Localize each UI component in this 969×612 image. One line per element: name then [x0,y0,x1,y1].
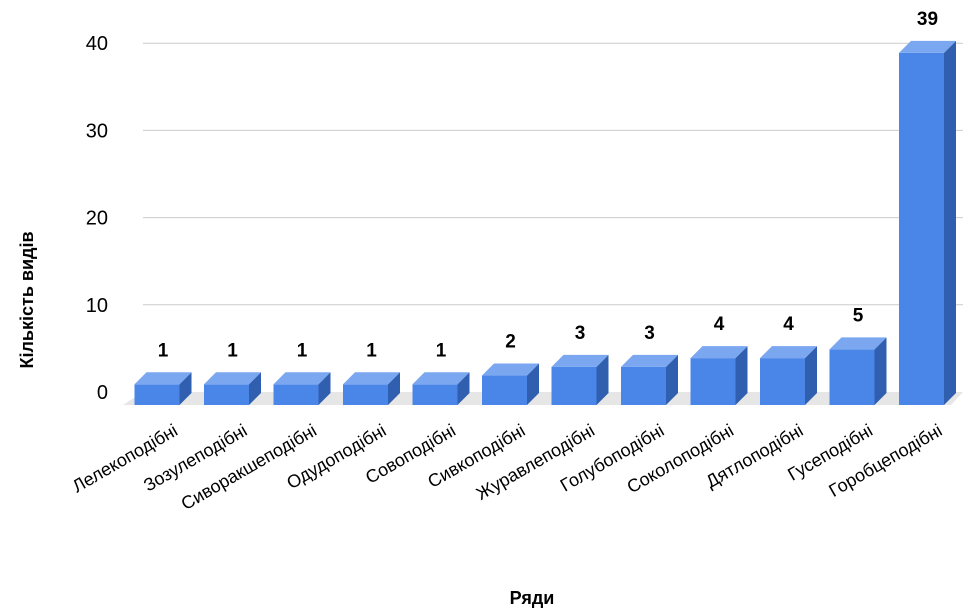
y-tick-label: 30 [86,120,108,142]
data-label: 4 [783,314,794,335]
bar-top [829,337,887,350]
bar-side [735,346,748,405]
data-label: 1 [158,340,169,361]
bar-side [318,372,331,405]
bar-side [666,354,678,405]
bar [134,372,192,405]
bar-top [134,372,192,385]
y-tick-label: 40 [86,33,108,55]
y-axis-title: Кількість видів [17,231,37,368]
y-tick-label: 0 [97,382,108,404]
bar-side [874,337,887,405]
chart-floor [123,392,963,405]
bar-front [412,384,458,405]
data-label: 3 [644,323,655,344]
bar [690,346,748,405]
bar-front [690,358,736,405]
y-tick-label: 10 [86,295,108,317]
y-axis-ticks: 0 10 20 30 40 [86,33,108,404]
bar [621,354,678,405]
bar-front [899,52,944,406]
bar-front [482,375,527,405]
bar-top [551,354,609,367]
bar [273,372,331,405]
y-tick-label: 20 [86,208,108,230]
data-labels: 1 1 1 1 1 2 3 3 4 4 5 39 [158,9,938,361]
bar-side [805,346,817,405]
bar-front [273,384,319,405]
bar-front [829,349,875,405]
bar-side [249,372,261,405]
bar-front [343,384,388,405]
bar-front [760,358,805,405]
bar [760,346,817,405]
grid-layer [143,42,963,306]
x-axis-ticks: ЛелекоподібніЗозулеподібніСиворакшеподіб… [69,420,946,514]
data-label: 4 [714,314,725,335]
bar [412,372,470,405]
bar-side [527,363,539,405]
bar [551,354,609,405]
data-label: 1 [436,340,447,361]
bar-top [899,40,956,53]
bar-top [760,346,817,359]
bar-front [134,384,180,405]
bar-top [343,372,400,385]
bar [343,372,400,405]
bar-front [551,366,597,405]
bar-front [204,384,249,405]
bar-top [621,354,678,367]
bar-side [388,372,400,405]
data-label: 1 [297,340,308,361]
bar-front [621,366,666,405]
bar [482,363,539,405]
bar-top [482,363,539,376]
bar-top [412,372,470,385]
data-label: 39 [917,9,938,30]
bar-top [204,372,261,385]
bar-side [179,372,192,405]
bars [134,40,956,406]
bar-side [944,40,956,406]
data-label: 1 [366,340,377,361]
x-tick-label: Журавлеподібні [473,420,598,504]
data-label: 5 [853,305,864,326]
data-label: 2 [505,332,516,353]
data-label: 1 [227,340,238,361]
bar-top [690,346,748,359]
floor-plane [123,392,963,405]
bar [899,40,956,406]
data-label: 3 [575,323,586,344]
bar [204,372,261,405]
x-axis-title: Ряди [510,588,555,608]
bar [829,337,887,405]
bar-side [596,354,609,405]
bar-top [273,372,331,385]
bar-side [457,372,470,405]
